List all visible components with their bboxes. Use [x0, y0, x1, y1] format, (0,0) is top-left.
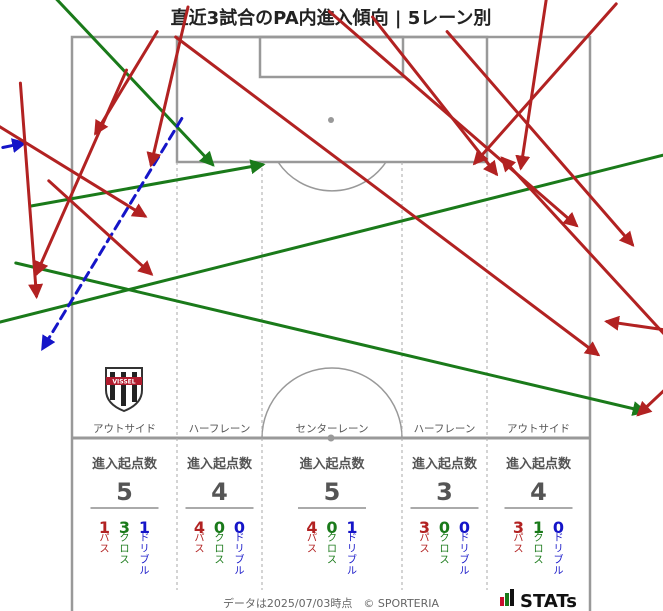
dribble-arrow [41, 117, 184, 351]
crest-stripe [132, 372, 137, 402]
cross-arrow [28, 159, 266, 208]
lane-label: ハーフレーン [414, 423, 476, 435]
pass-arrow [0, 125, 148, 218]
cross-count: 0 [214, 518, 225, 537]
dribble-label: ドリブル [554, 533, 564, 577]
dribble-count: 0 [553, 518, 564, 537]
cross-arrow [14, 261, 648, 416]
dribble-count: 0 [234, 518, 245, 537]
entry-count-heading: 進入起点数 [92, 456, 158, 472]
penalty-area [175, 35, 489, 164]
cross-count: 0 [439, 518, 450, 537]
lane-labels: アウトサイド ハーフレーン センターレーン ハーフレーン アウトサイド [93, 423, 570, 435]
lane-label: アウトサイド [507, 423, 570, 435]
pass-arrow [604, 315, 663, 332]
chart-title: 直近3試合のPA内進入傾向 | 5レーン別 [171, 7, 492, 29]
pass-arrow [472, 2, 618, 166]
lane-label: ハーフレーン [189, 423, 251, 435]
brand-logo: STATs [500, 589, 577, 611]
pass-arrow [174, 35, 601, 357]
pass-arrow [515, 0, 548, 171]
pass-label: パス [420, 532, 430, 555]
pass-arrow [18, 81, 44, 300]
pass-count: 3 [513, 518, 524, 537]
cross-label: クロス [120, 532, 130, 566]
entry-count-total: 5 [116, 478, 133, 506]
dribble-label: ドリブル [235, 533, 245, 577]
pass-count: 4 [194, 518, 205, 537]
footer-note: データは2025/07/03時点 © SPORTERIA [223, 596, 440, 610]
pass-arrow [34, 68, 128, 277]
pass-label: パス [514, 532, 524, 555]
entry-count-heading: 進入起点数 [506, 456, 572, 472]
entry-count-heading: 進入起点数 [299, 456, 365, 472]
lane-label: アウトサイド [93, 423, 156, 435]
club-logo: VISSEL [105, 367, 143, 413]
dribble-count: 1 [139, 518, 150, 537]
cross-label: クロス [327, 532, 337, 566]
pass-count: 4 [306, 518, 317, 537]
dribble-count: 0 [459, 518, 470, 537]
center-circle [261, 367, 403, 439]
pass-count: 3 [419, 518, 430, 537]
cross-label: クロス [215, 532, 225, 566]
brand-mark-green [505, 593, 509, 606]
crest-text: VISSEL [112, 379, 135, 386]
penalty-arc [277, 161, 387, 192]
crest-band [106, 377, 142, 385]
entry-arrows [0, 0, 663, 417]
crest-stripe [110, 372, 115, 400]
pass-arrow [636, 389, 663, 417]
cross-label: クロス [534, 532, 544, 566]
dribble-label: ドリブル [460, 533, 470, 577]
crest-stripe [121, 372, 126, 406]
pass-label: パス [307, 532, 317, 555]
dribble-count: 1 [346, 518, 357, 537]
cross-label: クロス [440, 532, 450, 566]
entry-count-total: 4 [211, 478, 228, 506]
pass-arrow [146, 5, 190, 168]
pass-arrow [47, 179, 154, 276]
lane-stats: 進入起点数51パス3クロス1ドリブル進入起点数44パス0クロス0ドリブル進入起点… [90, 456, 573, 577]
entry-count-heading: 進入起点数 [187, 456, 253, 472]
penalty-spot [328, 117, 334, 123]
entry-count-total: 4 [530, 478, 547, 506]
lane-dividers [176, 162, 488, 590]
pass-arrow [445, 30, 635, 247]
cross-count: 3 [119, 518, 130, 537]
dribble-label: ドリブル [140, 533, 150, 577]
cross-arrow [0, 153, 663, 324]
pass-label: パス [100, 532, 110, 555]
brand-mark-red [500, 597, 504, 606]
center-spot [327, 434, 335, 442]
dribble-label: ドリブル [347, 533, 357, 577]
cross-count: 1 [533, 518, 544, 537]
pass-count: 1 [99, 518, 110, 537]
pass-arrow [500, 156, 663, 335]
cross-count: 0 [326, 518, 337, 537]
brand-name: STATs [520, 591, 577, 611]
entry-count-total: 5 [324, 478, 341, 506]
pass-arrow [371, 15, 499, 177]
lane-label: センターレーン [296, 423, 369, 435]
pass-label: パス [195, 532, 205, 555]
entry-count-total: 3 [436, 478, 453, 506]
entry-count-heading: 進入起点数 [412, 456, 478, 472]
cross-arrow [55, 0, 215, 167]
brand-mark-dark [510, 589, 514, 606]
dribble-arrow [0, 138, 28, 153]
